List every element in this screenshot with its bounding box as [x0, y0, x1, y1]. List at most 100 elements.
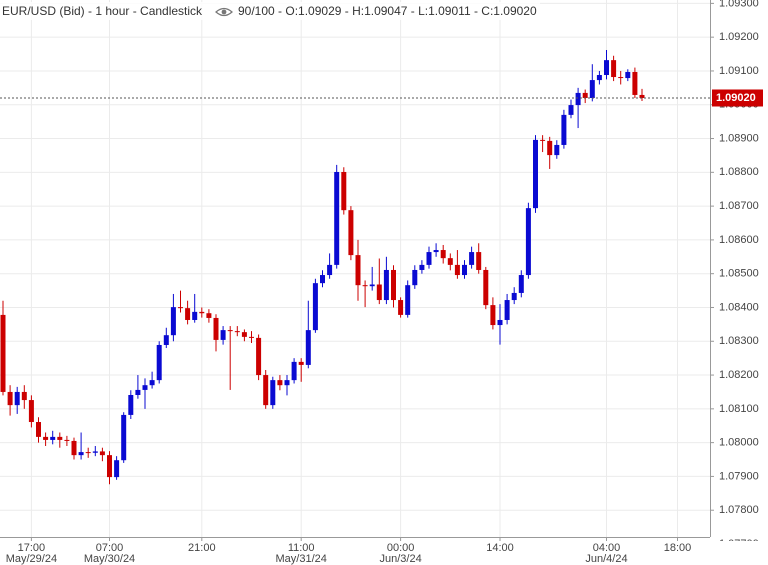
candle-body — [341, 171, 347, 211]
candle-body — [561, 114, 567, 145]
y-tick-label: 1.07700 — [719, 538, 759, 550]
candle-body — [639, 94, 645, 98]
candle-body — [128, 394, 134, 415]
candle-body — [163, 335, 169, 345]
candle-body — [497, 319, 503, 326]
x-date-label: May/29/24 — [6, 553, 57, 565]
candle-body — [504, 300, 510, 320]
y-tick-label: 1.09100 — [719, 65, 759, 77]
x-date-label: Jun/3/24 — [379, 553, 421, 565]
candle-body — [405, 285, 411, 315]
candle-body — [14, 391, 20, 406]
candle-body — [78, 452, 84, 456]
candle-body — [412, 269, 418, 286]
candle-body — [355, 255, 361, 286]
candle-body — [263, 375, 269, 406]
candle-body — [589, 80, 595, 98]
visibility-icon[interactable] — [215, 7, 233, 17]
y-tick-label: 1.08000 — [719, 437, 759, 449]
candle-body — [575, 92, 581, 106]
candle-body — [249, 336, 254, 338]
candle-body — [43, 436, 49, 440]
candle-body — [440, 250, 446, 259]
candle-body — [7, 391, 13, 406]
candle-body — [490, 305, 496, 326]
candle-body — [92, 451, 98, 453]
candle-body — [21, 391, 27, 401]
chart-title: EUR/USD (Bid) - 1 hour - Candlestick — [2, 4, 203, 18]
x-date-label: May/30/24 — [84, 553, 135, 565]
candle-body — [369, 284, 375, 287]
candle-body — [107, 455, 112, 478]
candle-body — [383, 269, 389, 301]
candle-body — [362, 285, 368, 287]
candle-body — [227, 330, 233, 332]
candle-body — [121, 414, 127, 461]
candle-body — [540, 139, 546, 141]
y-tick-label: 1.09300 — [719, 0, 759, 9]
y-tick-label: 1.07900 — [719, 470, 759, 482]
candle-body — [291, 361, 297, 381]
y-tick-label: 1.07800 — [719, 504, 759, 516]
candle-body — [625, 71, 631, 79]
candle-body — [36, 422, 41, 437]
x-date-label: May/31/24 — [276, 553, 327, 565]
candle-body — [462, 264, 467, 276]
candle-body — [348, 210, 354, 256]
x-tick-label: 17:00 — [18, 542, 46, 554]
x-tick-label: 14:00 — [486, 542, 514, 554]
y-tick-label: 1.08800 — [719, 166, 759, 178]
x-tick-label: 21:00 — [188, 542, 216, 554]
y-tick-label: 1.08100 — [719, 403, 759, 415]
candle-body — [611, 60, 617, 78]
x-tick-label: 00:00 — [387, 542, 415, 554]
candle-body — [185, 308, 191, 320]
candle-body — [518, 275, 524, 293]
candle-body — [213, 317, 219, 340]
y-tick-label: 1.08300 — [719, 335, 759, 347]
y-tick-label: 1.09200 — [719, 31, 759, 43]
candle-body — [391, 269, 396, 301]
candle-body — [604, 60, 609, 76]
chart-subtitle: 90/100 - O:1.09029 - H:1.09047 - L:1.090… — [238, 4, 537, 18]
y-tick-label: 1.08600 — [719, 234, 759, 246]
candle-body — [199, 311, 205, 314]
candle-body — [547, 140, 553, 156]
plot-area — [0, 50, 710, 485]
candle-body — [170, 307, 176, 336]
candle-body — [85, 452, 91, 454]
x-tick-label: 18:00 — [664, 542, 692, 554]
candle-body — [334, 171, 340, 265]
candle-body — [511, 292, 517, 301]
candle-body — [483, 269, 489, 306]
candle-body — [149, 380, 155, 386]
x-tick-label: 04:00 — [593, 542, 621, 554]
candle-body — [525, 208, 531, 276]
x-tick-label: 07:00 — [96, 542, 124, 554]
candle-body — [433, 250, 439, 253]
candle-body — [234, 331, 240, 333]
candle-body — [398, 300, 404, 315]
candle-body — [277, 380, 283, 386]
candle-body — [0, 314, 6, 392]
candle-body — [554, 144, 560, 156]
candle-body — [618, 77, 624, 79]
grid — [0, 0, 710, 537]
candle-body — [142, 385, 148, 390]
candle-body — [256, 337, 262, 376]
candle-body — [28, 400, 34, 423]
y-tick-label: 1.08700 — [719, 200, 759, 212]
candle-body — [178, 307, 183, 309]
candle-body — [376, 284, 382, 301]
candle-body — [596, 75, 602, 81]
candle-body — [241, 332, 247, 337]
candle-body — [156, 344, 162, 381]
candle-body — [71, 440, 77, 456]
candle-body — [99, 451, 105, 456]
candle-body — [312, 283, 318, 331]
candle-body — [447, 258, 453, 265]
header: EUR/USD (Bid) - 1 hour - Candlestick 90/… — [0, 2, 540, 20]
x-tick-label: 11:00 — [288, 542, 315, 554]
